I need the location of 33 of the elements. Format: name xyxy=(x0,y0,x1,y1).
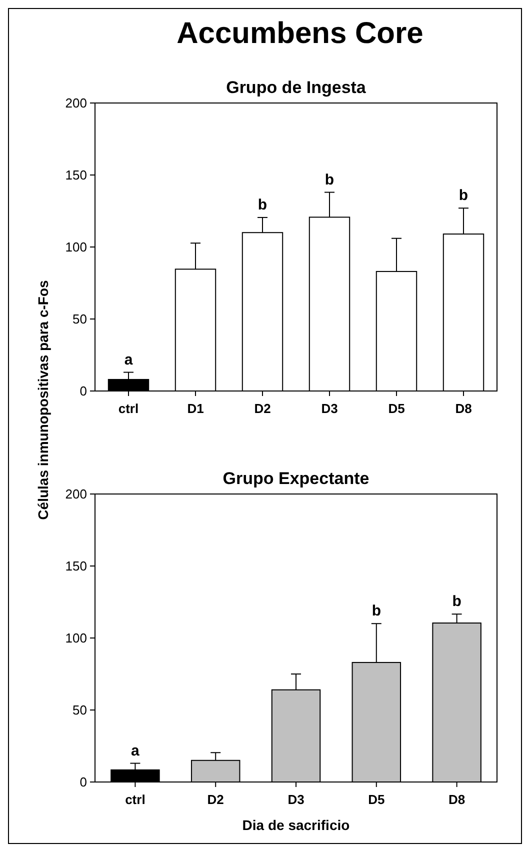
x-tick-label: D2 xyxy=(207,792,224,807)
x-tick-label: D8 xyxy=(448,792,466,807)
y-tick-label: 50 xyxy=(72,312,87,327)
y-tick-label: 100 xyxy=(65,630,87,646)
x-tick-label: D3 xyxy=(288,792,304,807)
annotation: b xyxy=(258,196,268,214)
x-tick-label: D5 xyxy=(368,792,385,807)
y-tick-label: 0 xyxy=(80,384,87,399)
y-tick-label: 100 xyxy=(65,240,87,255)
x-tick-label: D1 xyxy=(187,401,204,416)
y-tick-label: 150 xyxy=(65,558,87,574)
y-axis-title: Células inmunopositivas para c-Fos xyxy=(35,280,51,520)
x-tick-label: D8 xyxy=(455,401,472,416)
x-tick-label: D2 xyxy=(254,401,271,416)
chart-title: Grupo Expectante xyxy=(222,469,370,488)
y-tick-label: 200 xyxy=(65,96,87,111)
x-tick-label: ctrl xyxy=(118,401,139,416)
x-axis-title: Dia de sacrificio xyxy=(242,817,350,833)
annotation: b xyxy=(458,187,468,204)
annotation: b xyxy=(324,171,334,188)
x-tick-label: D5 xyxy=(388,401,405,416)
y-tick-label: 50 xyxy=(72,702,87,718)
annotation: b xyxy=(452,593,462,610)
y-tick-label: 0 xyxy=(80,774,87,790)
chart-title: Accumbens Core xyxy=(176,17,424,50)
y-tick-label: 150 xyxy=(65,168,87,183)
annotation: a xyxy=(131,742,140,760)
x-tick-label: ctrl xyxy=(125,792,146,807)
annotation: a xyxy=(124,351,134,368)
y-tick-label: 200 xyxy=(65,486,87,502)
x-tick-label: D3 xyxy=(321,401,338,416)
chart-subtitle: Grupo de Ingesta xyxy=(226,78,366,97)
annotation: b xyxy=(372,602,381,620)
